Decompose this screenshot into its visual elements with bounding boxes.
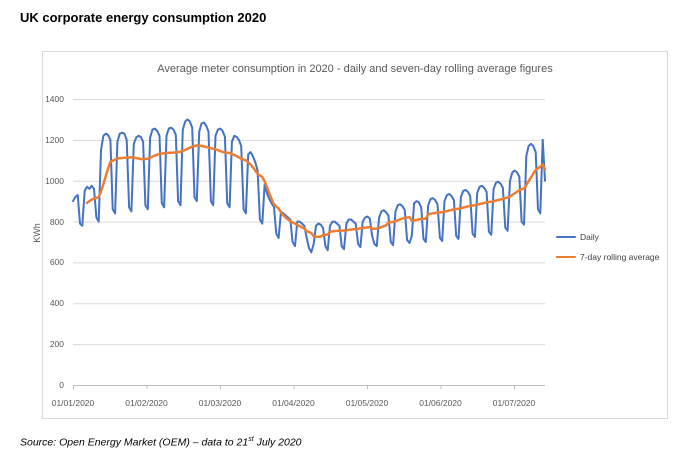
- source-superscript: st: [248, 436, 254, 443]
- chart-title: Average meter consumption in 2020 - dail…: [157, 63, 553, 75]
- source-text: Source: Open Energy Market (OEM) – data …: [20, 436, 249, 449]
- daily-series-line: [72, 118, 546, 254]
- page-title: UK corporate energy consumption 2020: [20, 10, 267, 25]
- y-tick-label: 200: [49, 339, 64, 350]
- legend-line-swatch: [556, 255, 576, 259]
- legend-item: 7-day rolling average: [556, 252, 659, 262]
- y-tick-label: 1400: [45, 94, 64, 104]
- x-tick-label: 01/07/2020: [492, 398, 536, 408]
- y-tick-label: 800: [49, 216, 64, 227]
- y-tick-label: 600: [49, 257, 64, 268]
- x-tick-label: 01/01/2020: [51, 398, 95, 408]
- legend-item: Daily: [556, 232, 659, 242]
- x-tick-label: 01/05/2020: [345, 398, 389, 408]
- legend-label: 7-day rolling average: [580, 252, 660, 262]
- x-tick-label: 01/03/2020: [198, 398, 242, 408]
- source-note: Source: Open Energy Market (OEM) – data …: [20, 436, 302, 449]
- rolling-average-series-line: [85, 144, 547, 238]
- chart-legend: Daily 7-day rolling average: [556, 232, 659, 262]
- y-tick-label: 400: [49, 298, 64, 309]
- legend-label: Daily: [580, 232, 599, 242]
- x-tick-label: 01/04/2020: [272, 398, 315, 408]
- y-tick-label: 1000: [45, 175, 64, 186]
- chart-frame: [42, 51, 668, 419]
- legend-line-swatch: [556, 235, 576, 239]
- x-tick-label: 01/02/2020: [125, 398, 168, 408]
- y-tick-label: 0: [59, 380, 64, 390]
- y-tick-label: 1200: [45, 134, 64, 145]
- x-tick-label: 01/06/2020: [419, 398, 462, 408]
- source-text-end: July 2020: [253, 436, 302, 449]
